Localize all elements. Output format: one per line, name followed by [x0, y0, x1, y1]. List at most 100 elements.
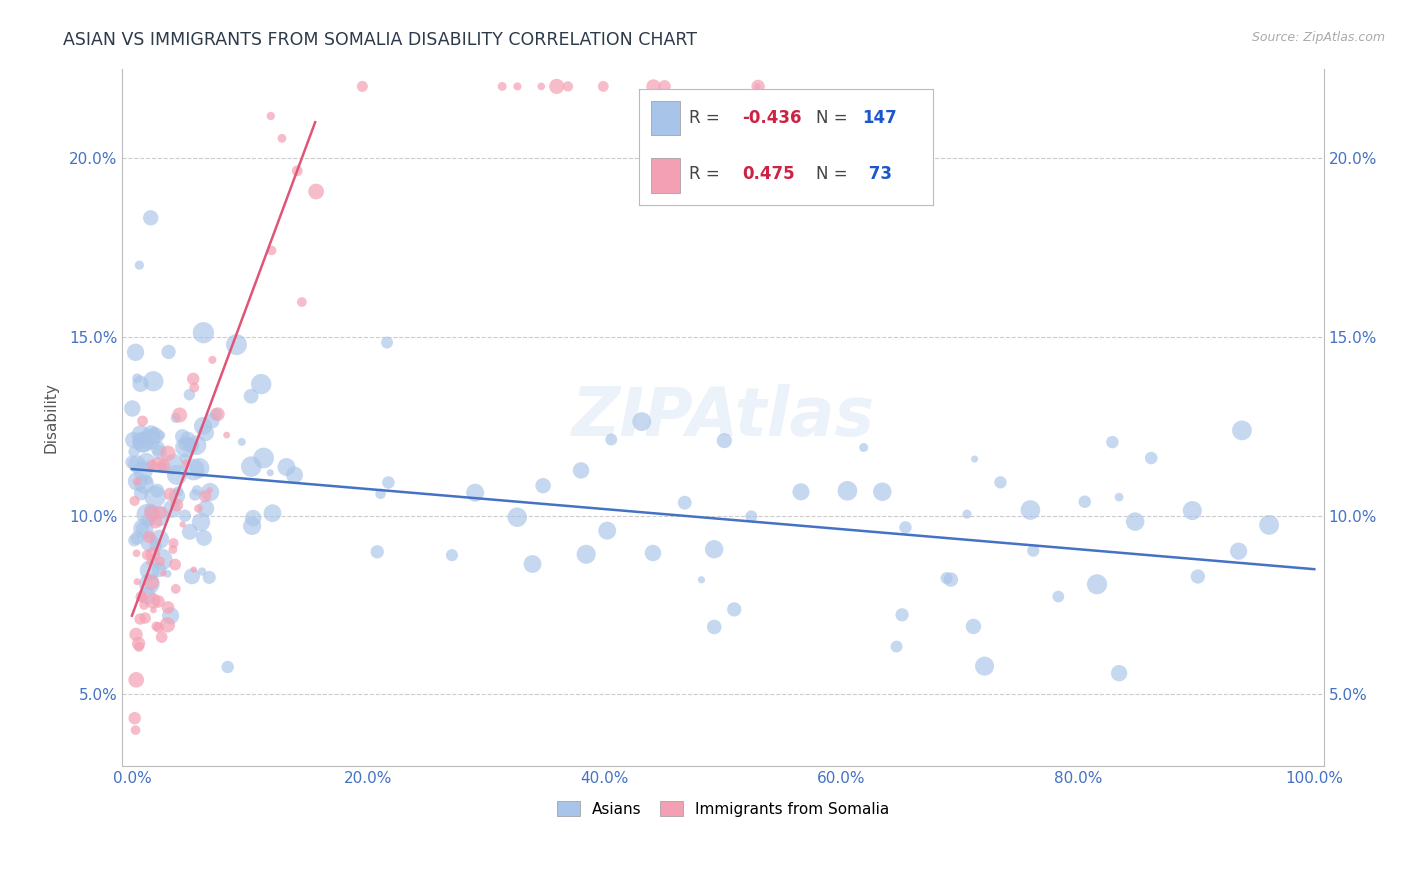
Point [146, 483, 169, 498]
Point [124, 723, 146, 738]
Point [973, 659, 995, 673]
Point [191, 565, 214, 579]
Point [723, 602, 745, 616]
Point [129, 427, 152, 442]
Point [370, 487, 392, 501]
Point [127, 371, 149, 385]
Point [149, 506, 172, 520]
Point [177, 433, 200, 447]
Point [260, 109, 283, 123]
Point [352, 79, 374, 94]
Point [129, 590, 152, 604]
Point [146, 458, 169, 472]
Point [198, 483, 221, 498]
Point [121, 401, 143, 416]
Point [129, 486, 152, 500]
Point [596, 524, 619, 538]
Point [276, 460, 298, 475]
Point [131, 522, 153, 536]
Point [125, 627, 148, 641]
Point [148, 445, 170, 459]
Point [141, 575, 163, 590]
Point [145, 619, 167, 633]
Point [166, 489, 188, 503]
Point [166, 467, 188, 482]
Point [180, 438, 202, 452]
Point [174, 508, 197, 523]
Point [713, 434, 735, 448]
Point [747, 79, 769, 94]
Point [141, 458, 163, 472]
Point [136, 589, 159, 603]
Point [201, 414, 224, 428]
Point [136, 508, 159, 522]
Point [143, 429, 166, 443]
Text: Source: ZipAtlas.com: Source: ZipAtlas.com [1251, 31, 1385, 45]
Point [149, 554, 172, 568]
Point [194, 425, 217, 440]
Point [150, 630, 173, 644]
Point [217, 660, 239, 674]
Point [125, 546, 148, 560]
Point [1108, 666, 1130, 681]
Point [204, 408, 226, 422]
Point [136, 473, 159, 487]
Point [156, 446, 179, 460]
Point [240, 389, 263, 403]
Point [159, 487, 181, 501]
Point [271, 131, 294, 145]
Legend: Asians, Immigrants from Somalia: Asians, Immigrants from Somalia [550, 794, 897, 824]
Point [250, 377, 273, 392]
Point [259, 466, 281, 480]
Point [891, 607, 914, 622]
Point [128, 640, 150, 654]
Point [240, 519, 263, 533]
Point [935, 571, 957, 585]
Point [643, 79, 665, 94]
Point [191, 419, 214, 434]
Point [305, 185, 328, 199]
Point [127, 574, 149, 589]
Point [150, 460, 173, 475]
Point [143, 424, 166, 438]
Point [131, 430, 153, 444]
Point [440, 548, 463, 562]
Point [142, 594, 165, 608]
Point [464, 485, 486, 500]
Point [134, 611, 156, 625]
Point [740, 509, 762, 524]
Point [231, 434, 253, 449]
Point [131, 435, 153, 450]
Point [939, 573, 962, 587]
Point [128, 636, 150, 650]
Point [148, 509, 170, 524]
Point [630, 415, 652, 429]
Point [183, 462, 205, 476]
Point [179, 387, 201, 401]
Point [184, 488, 207, 502]
Point [132, 435, 155, 450]
Point [148, 563, 170, 577]
Text: ZIPAtlas: ZIPAtlas [571, 384, 875, 450]
Point [187, 501, 209, 516]
Y-axis label: Disability: Disability [44, 382, 58, 452]
Point [134, 477, 156, 491]
Point [122, 433, 145, 447]
Point [122, 533, 145, 548]
Point [506, 510, 529, 524]
Point [148, 594, 170, 608]
Point [1101, 435, 1123, 450]
Point [190, 515, 212, 529]
Point [128, 258, 150, 272]
Point [872, 484, 894, 499]
Point [837, 483, 859, 498]
Point [141, 506, 163, 520]
Point [207, 407, 229, 421]
Point [530, 79, 553, 94]
Point [181, 569, 204, 583]
Point [142, 374, 165, 388]
Point [240, 459, 263, 474]
Point [142, 603, 165, 617]
Point [894, 520, 917, 534]
Point [188, 461, 211, 475]
